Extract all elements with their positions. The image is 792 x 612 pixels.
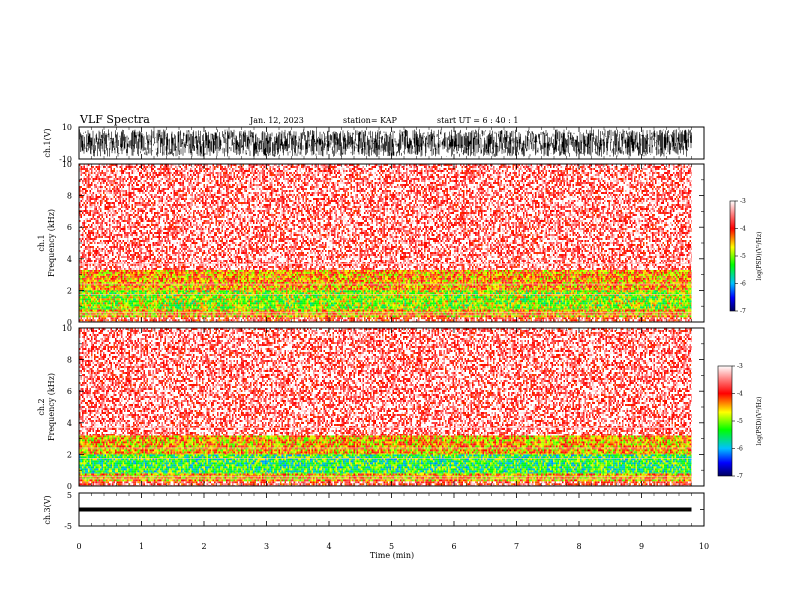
x-tick-label: 8 <box>576 542 581 551</box>
x-tick-label: 7 <box>514 542 519 551</box>
colorbar-tick-label: -7 <box>740 308 746 315</box>
colorbar-tick-label: -6 <box>740 281 746 288</box>
spec-ytick-label: 4 <box>67 255 72 264</box>
ch1-colorbar-gradient <box>730 201 735 311</box>
colorbar-tick-label: -3 <box>740 198 746 205</box>
ch2-spectrogram <box>79 328 704 486</box>
ch3-waveform-trace <box>79 508 692 512</box>
ch3-ytick-top: 5 <box>67 491 72 500</box>
spec-band-1 <box>79 473 693 481</box>
spec-ytick-label: 2 <box>67 450 72 459</box>
ch1-waveform-trace <box>79 129 692 156</box>
ch1-colorbar: -3 -4 -5 -6 -7 log(PSD)(V²/Hz) <box>730 198 763 315</box>
ch2-colorbar: -3 -4 -5 -6 -7 log(PSD)(V²/Hz) <box>718 363 763 480</box>
spec-ytick-label: 8 <box>67 192 72 201</box>
ch1-waveform-ylabel: ch.1(V) <box>43 128 52 157</box>
x-tick-label: 2 <box>201 542 206 551</box>
spec-band-0 <box>79 481 693 486</box>
ch2-colorbar-label: log(PSD)(V²/Hz) <box>756 397 763 446</box>
spec-band-3 <box>79 270 693 291</box>
ch1-spectrogram <box>79 164 704 322</box>
colorbar-tick-label: -3 <box>737 363 743 370</box>
ch2-colorbar-gradient <box>718 366 732 476</box>
x-tick-label: 1 <box>139 542 144 551</box>
ch1-waveform-panel: 10 -10 ch.1(V) <box>43 123 704 164</box>
spec-ytick-label: 10 <box>62 324 72 333</box>
ch3-ytick-bottom: -5 <box>64 522 72 531</box>
colorbar-tick-label: -6 <box>737 446 743 453</box>
colorbar-tick-label: -5 <box>737 418 743 425</box>
ch1-colorbar-label: log(PSD)(V²/Hz) <box>756 232 763 281</box>
ch1-ytick-top: 10 <box>62 123 72 132</box>
ch3-waveform-ylabel: ch.3(V) <box>43 495 52 524</box>
spec-band-3 <box>79 435 693 454</box>
vlf-spectra-figure: 10 -10 ch.1(V) 0246810 ch.1 Frequency (k… <box>0 0 792 612</box>
spec-band-1 <box>79 309 693 317</box>
x-tick-label: 6 <box>451 542 456 551</box>
spec-ytick-label: 2 <box>67 286 72 295</box>
x-tick-label: 3 <box>264 542 269 551</box>
colorbar-tick-label: -4 <box>740 226 746 233</box>
spec-band-4 <box>79 164 693 270</box>
colorbar-tick-label: -5 <box>740 253 746 260</box>
spec-band-2 <box>79 454 693 473</box>
spec-ytick-label: 6 <box>67 387 72 396</box>
spec-band-2 <box>79 290 693 309</box>
ch1-spec-ylabel-frequency: Frequency (kHz) <box>47 209 56 277</box>
spec-ytick-label: 6 <box>67 223 72 232</box>
x-tick-label: 9 <box>639 542 644 551</box>
ch1-spec-ylabel-channel: ch.1 <box>37 234 46 251</box>
spec-ytick-label: 4 <box>67 419 72 428</box>
x-tick-label: 10 <box>699 542 709 551</box>
x-tick-label: 4 <box>326 542 331 551</box>
spec-ytick-label: 0 <box>67 482 72 491</box>
ch3-waveform-panel: 5 -5 ch.3(V) 0 1 2 3 4 5 6 7 8 9 10 Time (min) <box>43 491 709 560</box>
x-tick-label: 0 <box>76 542 81 551</box>
x-tick-label: 5 <box>389 542 394 551</box>
spec-ytick-label: 10 <box>62 160 72 169</box>
ch3-waveform-line <box>79 508 692 512</box>
spec-ytick-label: 8 <box>67 356 72 365</box>
spec-band-4 <box>79 328 693 435</box>
colorbar-tick-label: -7 <box>737 473 743 480</box>
ch2-spec-ylabel-channel: ch.2 <box>37 398 46 415</box>
ch2-spec-ylabel-frequency: Frequency (kHz) <box>47 373 56 441</box>
ch2-spectrogram-panel: 0 2 4 6 8 10 ch.2 Frequency (kHz) <box>37 324 704 491</box>
x-axis-label: Time (min) <box>370 551 414 560</box>
spec-band-0 <box>79 317 693 322</box>
colorbar-tick-label: -4 <box>737 391 743 398</box>
ch1-waveform-line <box>79 129 692 156</box>
